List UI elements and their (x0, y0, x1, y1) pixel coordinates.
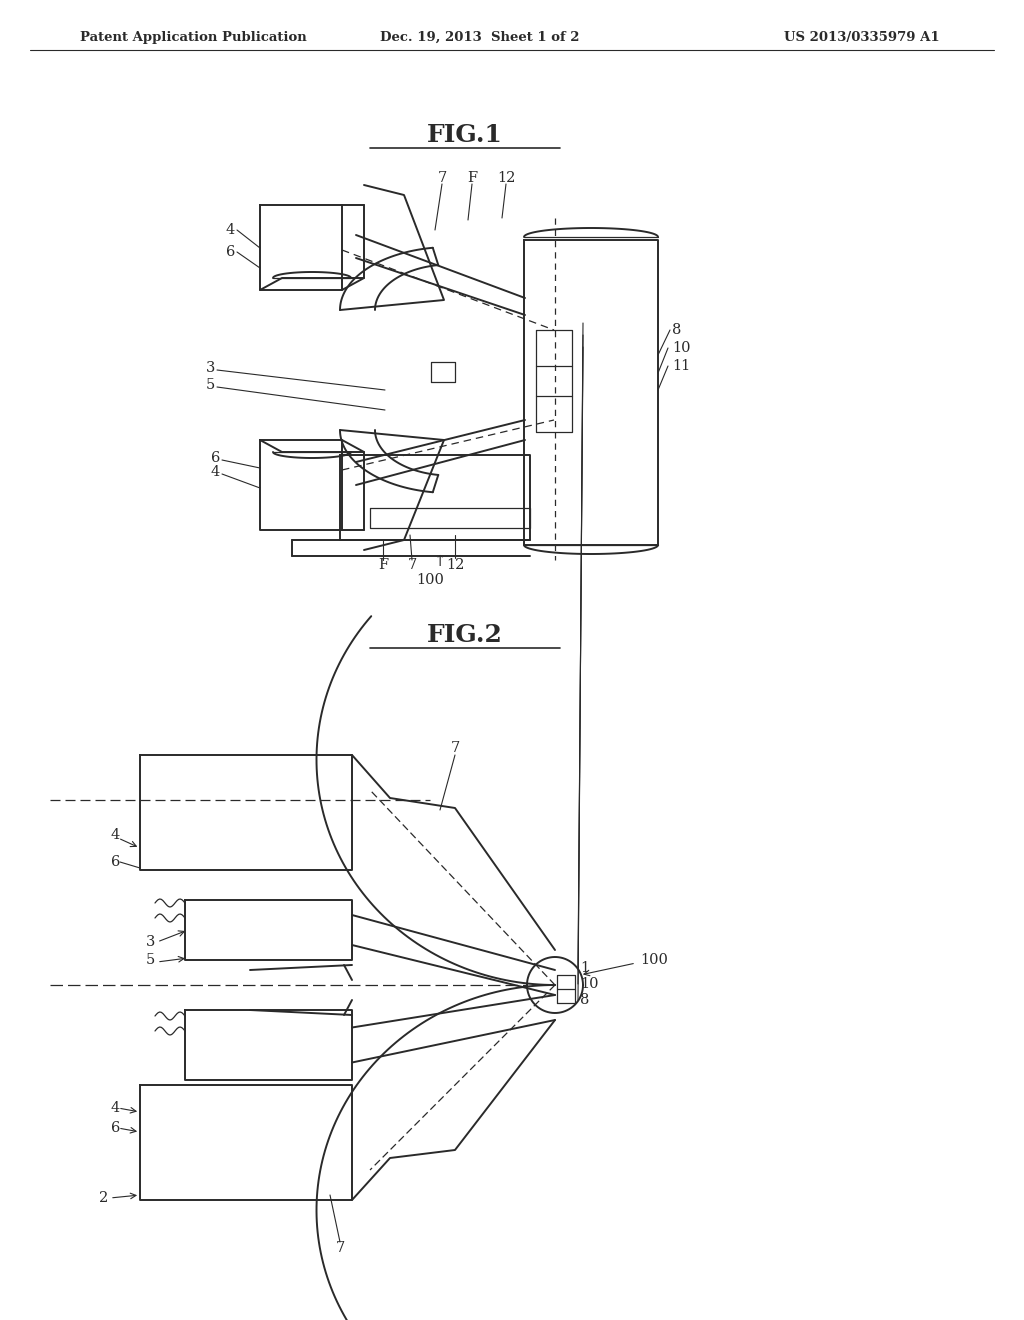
Text: Dec. 19, 2013  Sheet 1 of 2: Dec. 19, 2013 Sheet 1 of 2 (380, 30, 580, 44)
Text: 2: 2 (98, 1191, 108, 1205)
Text: 3: 3 (145, 935, 155, 949)
Text: FIG.2: FIG.2 (427, 623, 503, 647)
Text: 5: 5 (206, 378, 215, 392)
Text: 12: 12 (445, 558, 464, 572)
Text: US 2013/0335979 A1: US 2013/0335979 A1 (784, 30, 940, 44)
Text: F: F (467, 172, 477, 185)
Text: 8: 8 (580, 993, 590, 1007)
Text: 6: 6 (111, 855, 120, 869)
Text: 7: 7 (437, 172, 446, 185)
Text: 7: 7 (408, 558, 417, 572)
Text: ↑: ↑ (434, 554, 446, 569)
Text: 4: 4 (225, 223, 234, 238)
Text: 3: 3 (206, 360, 215, 375)
Text: 11: 11 (672, 359, 690, 374)
Text: 4: 4 (111, 828, 120, 842)
Text: FIG.1: FIG.1 (427, 123, 503, 147)
Text: 5: 5 (145, 953, 155, 968)
Text: F: F (378, 558, 388, 572)
Text: Patent Application Publication: Patent Application Publication (80, 30, 307, 44)
Text: 4: 4 (111, 1101, 120, 1115)
Text: 100: 100 (416, 573, 444, 587)
Text: 6: 6 (211, 451, 220, 465)
Text: 1: 1 (580, 961, 589, 975)
Text: 100: 100 (640, 953, 668, 968)
Text: 7: 7 (336, 1241, 345, 1255)
Text: 8: 8 (672, 323, 681, 337)
Text: 10: 10 (672, 341, 690, 355)
Text: 7: 7 (451, 741, 460, 755)
Text: 4: 4 (211, 465, 220, 479)
Text: 6: 6 (225, 246, 234, 259)
Text: 6: 6 (111, 1121, 120, 1135)
Text: 10: 10 (580, 977, 598, 991)
Text: 12: 12 (497, 172, 515, 185)
